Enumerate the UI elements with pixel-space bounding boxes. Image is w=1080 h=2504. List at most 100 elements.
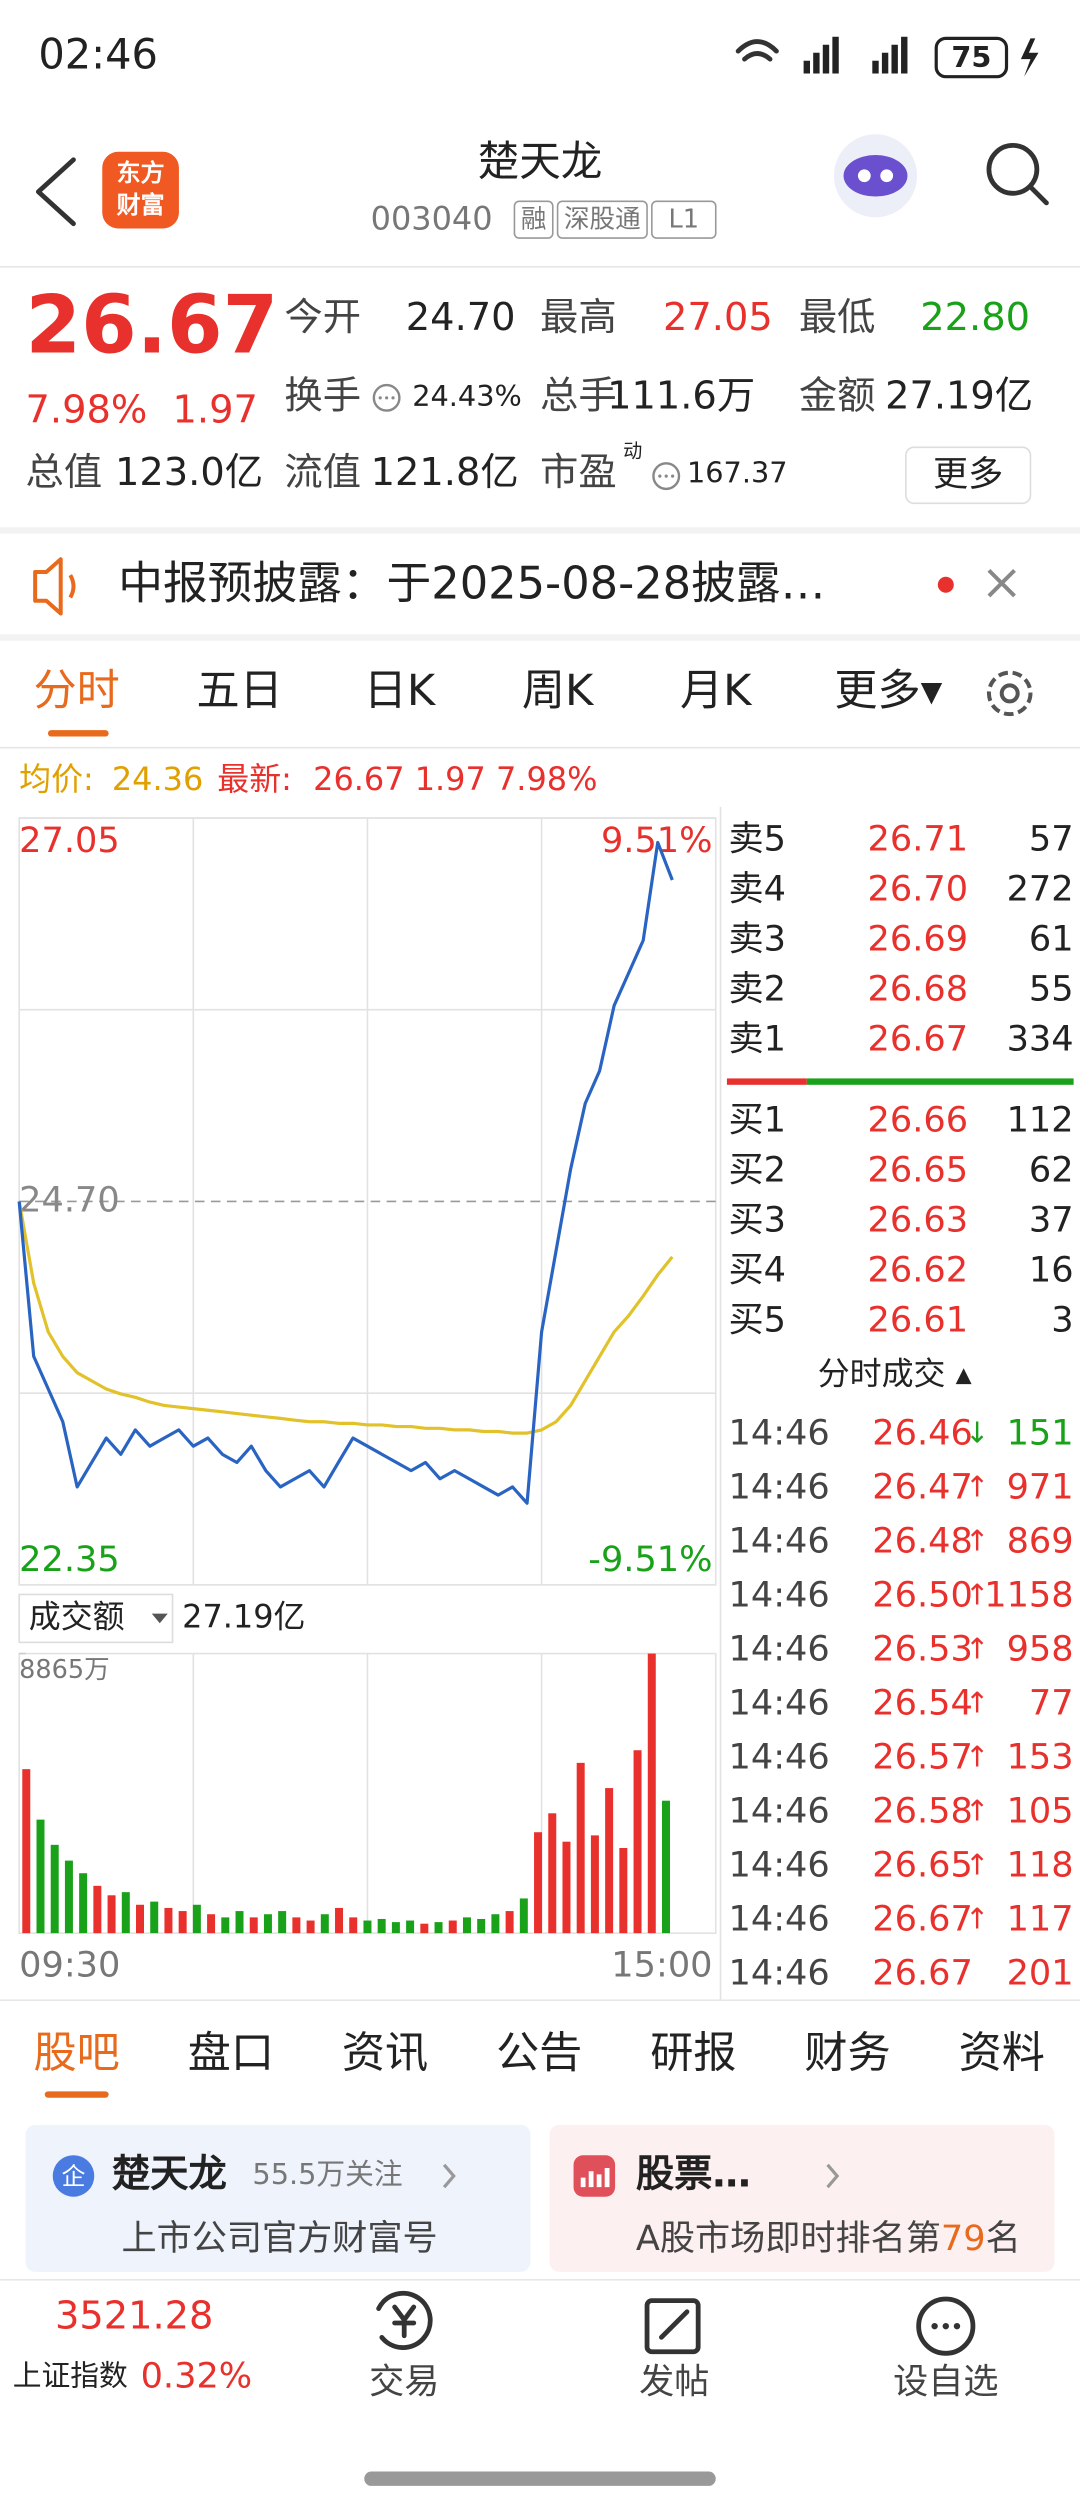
action-label[interactable]: 交易	[369, 2362, 439, 2403]
latest-value: 26.67 1.97 7.98%	[313, 760, 597, 798]
rank-card[interactable]	[549, 2124, 1055, 2272]
book-price: 26.69	[868, 918, 969, 959]
volume-bar	[377, 1918, 386, 1934]
field-superscript: 动	[623, 440, 642, 463]
rank-suffix: 名	[986, 2218, 1021, 2259]
back-button[interactable]	[35, 157, 76, 227]
clock: 02:46	[38, 30, 158, 79]
volume-bar	[93, 1885, 102, 1934]
book-ratio-bar	[806, 1078, 1074, 1085]
action-label[interactable]: 设自选	[893, 2362, 998, 2403]
chart-tab[interactable]: 五日	[197, 666, 283, 716]
field-value: 24.70	[406, 295, 516, 340]
info-tab[interactable]: 资料	[959, 2029, 1045, 2079]
notice-text[interactable]: 中报预披露：于2025-08-28披露…	[118, 556, 825, 609]
trade-volume: 105	[1007, 1791, 1074, 1832]
trade-direction: ↑	[965, 1740, 989, 1774]
trade-icon[interactable]	[376, 2290, 433, 2350]
volume-bar	[619, 1847, 628, 1934]
info-tab[interactable]: 资讯	[342, 2029, 428, 2079]
info-tab[interactable]: 研报	[650, 2029, 736, 2079]
company-title[interactable]: 楚天龙	[112, 2151, 227, 2196]
rank-title[interactable]: 股票…	[636, 2151, 751, 2196]
trade-volume: 201	[1007, 1953, 1074, 1994]
info-tabs: 股吧 盘口 资讯 公告 研报 财务 资料	[34, 2029, 1045, 2079]
book-price: 26.70	[868, 868, 969, 909]
book-volume: 37	[1029, 1200, 1074, 1241]
book-label: 卖3	[729, 918, 786, 959]
trades-title[interactable]: 分时成交 ▴	[818, 1355, 972, 1393]
trade-volume: 869	[1007, 1521, 1074, 1562]
volume-bar	[121, 1892, 130, 1934]
post-icon[interactable]	[644, 2298, 701, 2355]
trade-volume: 153	[1007, 1737, 1074, 1778]
info-tab[interactable]: 盘口	[188, 2029, 274, 2079]
book-price: 26.63	[868, 1200, 969, 1241]
assistant-avatar[interactable]	[833, 134, 918, 218]
chart-tab[interactable]: 日K	[364, 666, 437, 716]
avg-value: 24.36	[112, 760, 203, 798]
chart-tabs: 分时 五日 日K 周K 月K 更多▾	[34, 666, 943, 716]
tag-box	[556, 200, 648, 239]
volume-bar	[391, 1922, 400, 1934]
settings-button[interactable]	[986, 670, 1033, 717]
book-label: 卖1	[729, 1018, 786, 1059]
company-card[interactable]	[25, 2124, 531, 2272]
info-tab[interactable]: 财务	[804, 2029, 890, 2079]
chart-tab[interactable]: 更多▾	[834, 666, 942, 716]
trade-direction: ↓	[965, 1416, 989, 1450]
field-label: 流值	[284, 450, 361, 495]
info-tab[interactable]: 股吧	[34, 2029, 120, 2079]
volume-bar	[633, 1750, 642, 1934]
trade-direction: ↑	[965, 1524, 989, 1558]
info-icons	[372, 383, 681, 491]
action-label[interactable]: 发帖	[639, 2362, 709, 2403]
field-label: 总手	[540, 373, 617, 418]
more-button[interactable]	[905, 446, 1032, 505]
trade-time: 14:46	[729, 1575, 830, 1616]
field-label: 总值	[26, 450, 103, 495]
volume-bar	[178, 1911, 187, 1934]
trade-time: 14:46	[729, 1791, 830, 1832]
close-button[interactable]	[987, 568, 1016, 598]
rank-prefix: A股市场即时排名第	[636, 2218, 941, 2259]
watchlist-icon[interactable]	[916, 2296, 976, 2356]
field-label: 最低	[799, 295, 876, 340]
footer-actions: 交易 发帖 设自选	[369, 2362, 998, 2403]
more-label[interactable]: 更多	[933, 454, 1003, 495]
book-price: 26.62	[868, 1250, 969, 1291]
book-label: 买3	[729, 1200, 786, 1241]
trade-price: 26.54	[872, 1683, 973, 1724]
trade-volume: 117	[1007, 1899, 1074, 1940]
divider	[0, 527, 1080, 534]
trade-direction: ↑	[965, 1902, 989, 1936]
trade-volume: 118	[1007, 1845, 1074, 1886]
field-value: 121.8亿	[371, 450, 519, 495]
book-label: 卖2	[729, 968, 786, 1009]
logo-text: 财富	[117, 191, 165, 219]
volume-title[interactable]: 成交额	[29, 1597, 125, 1635]
volume-bar	[263, 1914, 272, 1934]
chart-tab[interactable]: 月K	[680, 666, 753, 716]
volume-bar	[661, 1800, 670, 1934]
volume-bar	[64, 1860, 73, 1934]
search-button[interactable]	[986, 143, 1049, 206]
chart-tab[interactable]: 分时	[34, 666, 120, 716]
speaker-icon	[33, 557, 76, 616]
info-tab[interactable]: 公告	[496, 2029, 582, 2079]
chevron	[442, 2163, 456, 2189]
trade-time: 14:46	[729, 1899, 830, 1940]
field-value: 123.0亿	[115, 450, 263, 495]
trade-time: 14:46	[729, 1467, 830, 1508]
volume-selector[interactable]	[18, 1593, 174, 1644]
change-amount: 1.97	[173, 388, 258, 433]
chart-tab[interactable]: 周K	[522, 666, 595, 716]
divider	[0, 634, 1080, 641]
book-price: 26.67	[868, 1018, 969, 1059]
company-subtitle: 上市公司官方财富号	[122, 2218, 438, 2259]
trade-price: 26.57	[872, 1737, 973, 1778]
volume-bar	[477, 1918, 486, 1934]
battery-level: 75	[951, 40, 991, 74]
